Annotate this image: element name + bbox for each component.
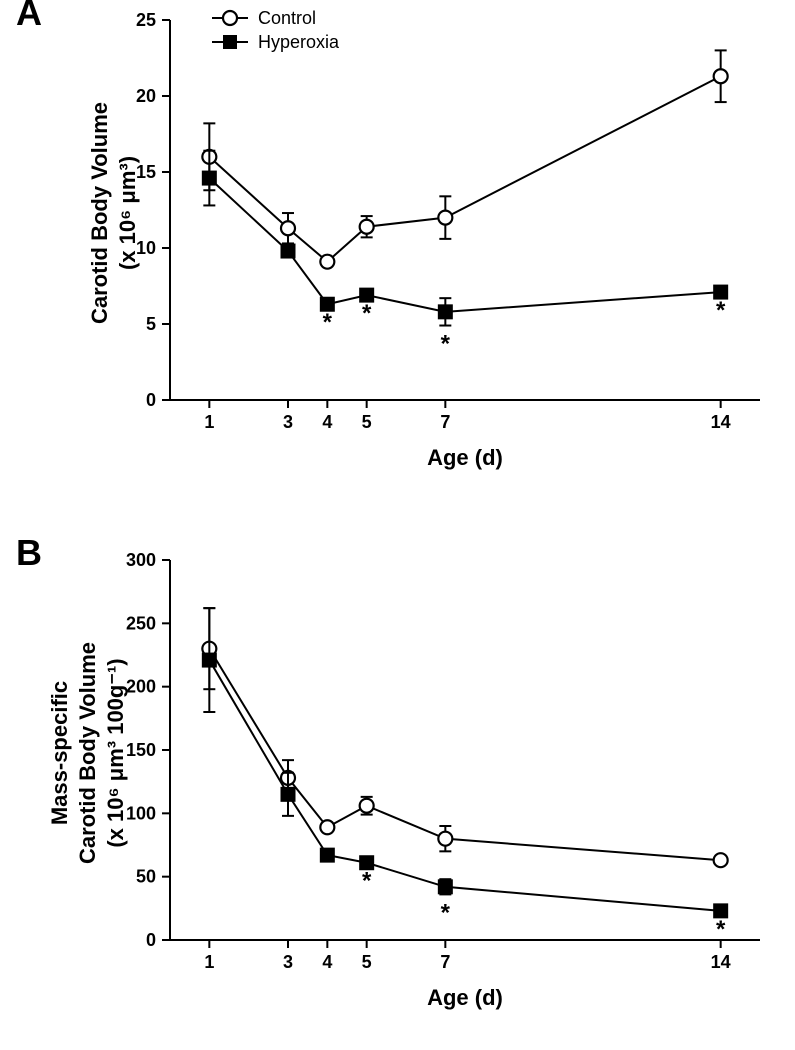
svg-text:14: 14: [711, 952, 731, 972]
svg-text:250: 250: [126, 613, 156, 633]
panel-b-ylabel-1: Mass-specific: [47, 603, 73, 903]
svg-text:7: 7: [440, 412, 450, 432]
svg-text:3: 3: [283, 952, 293, 972]
svg-text:Hyperoxia: Hyperoxia: [258, 32, 340, 52]
panel-b-ylabel-2: Carotid Body Volume: [75, 603, 101, 903]
panel-a-letter: A: [16, 0, 42, 34]
svg-text:5: 5: [146, 314, 156, 334]
figure: A Carotid Body Volume (x 10⁶ μm³) Age (d…: [0, 0, 795, 1050]
svg-text:50: 50: [136, 867, 156, 887]
svg-text:3: 3: [283, 412, 293, 432]
panel-a-ylabel-2: (x 10⁶ μm³): [115, 63, 141, 363]
panel-b-ylabel-3: (x 10⁶ μm³ 100g⁻¹): [103, 603, 129, 903]
panel-b: B Mass-specific Carotid Body Volume (x 1…: [0, 540, 795, 1040]
svg-text:*: *: [362, 868, 372, 895]
svg-text:*: *: [716, 916, 726, 943]
svg-text:100: 100: [126, 803, 156, 823]
svg-text:0: 0: [146, 930, 156, 950]
svg-text:200: 200: [126, 677, 156, 697]
svg-text:*: *: [441, 899, 451, 926]
panel-b-letter: B: [16, 532, 42, 574]
svg-text:1: 1: [204, 952, 214, 972]
svg-text:7: 7: [440, 952, 450, 972]
svg-text:Control: Control: [258, 8, 316, 28]
svg-text:25: 25: [136, 10, 156, 30]
svg-text:14: 14: [711, 412, 731, 432]
svg-text:5: 5: [362, 952, 372, 972]
svg-text:0: 0: [146, 390, 156, 410]
svg-text:5: 5: [362, 412, 372, 432]
panel-b-xlabel: Age (d): [170, 985, 760, 1011]
svg-text:*: *: [323, 309, 333, 336]
panel-a-ylabel-1: Carotid Body Volume: [87, 63, 113, 363]
panel-a: A Carotid Body Volume (x 10⁶ μm³) Age (d…: [0, 0, 795, 500]
svg-text:1: 1: [204, 412, 214, 432]
svg-text:150: 150: [126, 740, 156, 760]
svg-text:*: *: [716, 297, 726, 324]
svg-text:300: 300: [126, 550, 156, 570]
svg-text:4: 4: [322, 952, 332, 972]
svg-text:*: *: [441, 331, 451, 358]
svg-text:*: *: [362, 300, 372, 327]
svg-text:4: 4: [322, 412, 332, 432]
panel-a-xlabel: Age (d): [170, 445, 760, 471]
